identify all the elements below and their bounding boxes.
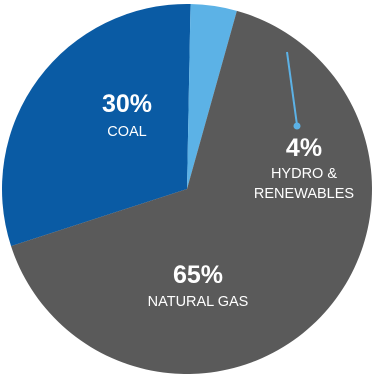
pie-slice-natural-gas [11, 10, 372, 375]
coal-label: 30% COAL [102, 90, 152, 140]
pie-slice-hydro-renewables [187, 4, 237, 190]
hydro-label: 4% HYDRO & RENEWABLES [254, 134, 354, 202]
pie-slice-coal [1, 3, 191, 247]
coal-percent-label: 30% [102, 90, 152, 118]
hydro-name-label-line-1: HYDRO & [271, 166, 337, 182]
natural-gas-percent-label: 65% [173, 261, 223, 289]
natural-gas-name-label: NATURAL GAS [148, 294, 249, 310]
coal-name-label: COAL [107, 124, 147, 140]
natural-gas-label: 65% NATURAL GAS [148, 261, 249, 310]
pie-slices [1, 3, 372, 375]
hydro-leader-line [286, 51, 298, 126]
hydro-name-label-line-2: RENEWABLES [254, 186, 354, 202]
hydro-percent-label: 4% [286, 134, 322, 162]
hydro-leader-dot [293, 122, 301, 130]
